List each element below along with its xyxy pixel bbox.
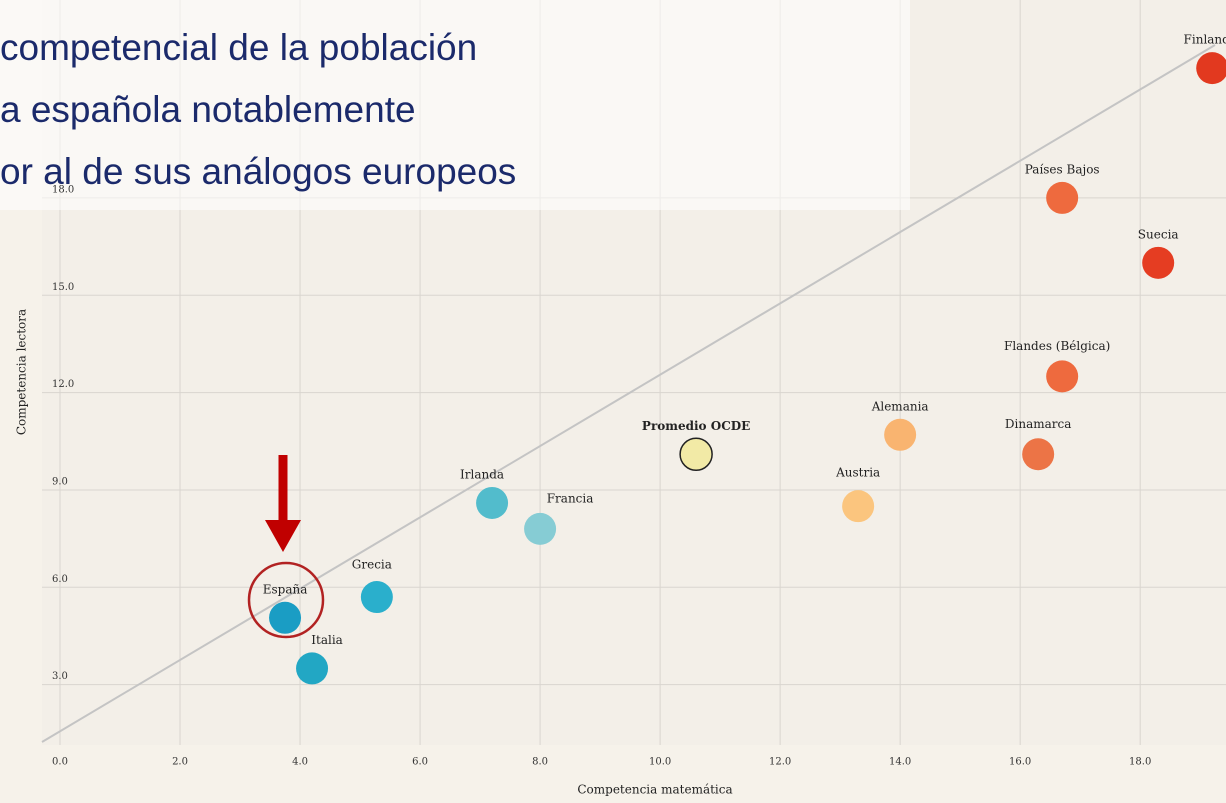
y-tick-label: 9.0 bbox=[52, 476, 68, 487]
arrow-head bbox=[265, 520, 301, 552]
point bbox=[524, 512, 557, 545]
point bbox=[296, 652, 329, 685]
point bbox=[1046, 181, 1079, 214]
point-label: Flandes (Bélgica) bbox=[1004, 339, 1110, 353]
title-box bbox=[0, 0, 910, 210]
point-label: Irlanda bbox=[460, 467, 504, 481]
point bbox=[1022, 438, 1055, 471]
y-tick-label: 12.0 bbox=[52, 379, 74, 390]
x-tick-label: 18.0 bbox=[1129, 757, 1151, 768]
point bbox=[884, 418, 917, 451]
point bbox=[269, 601, 302, 634]
x-tick-label: 14.0 bbox=[889, 757, 911, 768]
marks: España Italia Grecia Irlanda Francia Promedio… bbox=[263, 33, 1226, 685]
reference-line bbox=[41, 44, 1216, 743]
x-tick-label: 4.0 bbox=[292, 757, 308, 768]
point-label: Francia bbox=[547, 491, 594, 505]
point bbox=[679, 437, 713, 472]
x-tick-label: 6.0 bbox=[412, 757, 428, 768]
point-label: Promedio OCDE bbox=[642, 419, 750, 433]
point-label: Austria bbox=[835, 466, 880, 480]
point bbox=[1142, 246, 1175, 279]
x-tick-label: 16.0 bbox=[1009, 757, 1031, 768]
x-axis-label: Competencia matemática bbox=[577, 783, 732, 797]
y-tick-label: 18.0 bbox=[52, 184, 74, 195]
y-tick-label: 15.0 bbox=[52, 282, 74, 293]
point-label: Suecia bbox=[1138, 227, 1179, 241]
highlight-circle bbox=[247, 561, 325, 639]
y-tick-label: 3.0 bbox=[52, 671, 68, 682]
y-tick-label: 6.0 bbox=[52, 574, 68, 585]
title-line: a española notablemente bbox=[0, 89, 416, 130]
point-label: Italia bbox=[311, 633, 343, 647]
y-axis-label: Competencia lectora bbox=[15, 309, 29, 435]
title-line: competencial de la población bbox=[0, 27, 477, 68]
x-tick-label: 10.0 bbox=[649, 757, 671, 768]
point bbox=[842, 490, 875, 523]
point-label: Dinamarca bbox=[1005, 417, 1072, 431]
point bbox=[360, 581, 393, 614]
x-tick-label: 0.0 bbox=[52, 757, 68, 768]
point bbox=[1196, 52, 1226, 85]
point bbox=[1046, 360, 1079, 393]
point-label: Alemania bbox=[871, 399, 929, 413]
title-line: or al de sus análogos europeos bbox=[0, 151, 516, 192]
point-label: España bbox=[263, 582, 308, 596]
point bbox=[476, 486, 509, 519]
x-tick-label: 8.0 bbox=[532, 757, 548, 768]
point-label: Grecia bbox=[352, 558, 392, 572]
point-label: Países Bajos bbox=[1025, 162, 1100, 176]
x-tick-label: 2.0 bbox=[172, 757, 188, 768]
point-label: Finlandia bbox=[1184, 33, 1226, 47]
x-tick-label: 12.0 bbox=[769, 757, 791, 768]
